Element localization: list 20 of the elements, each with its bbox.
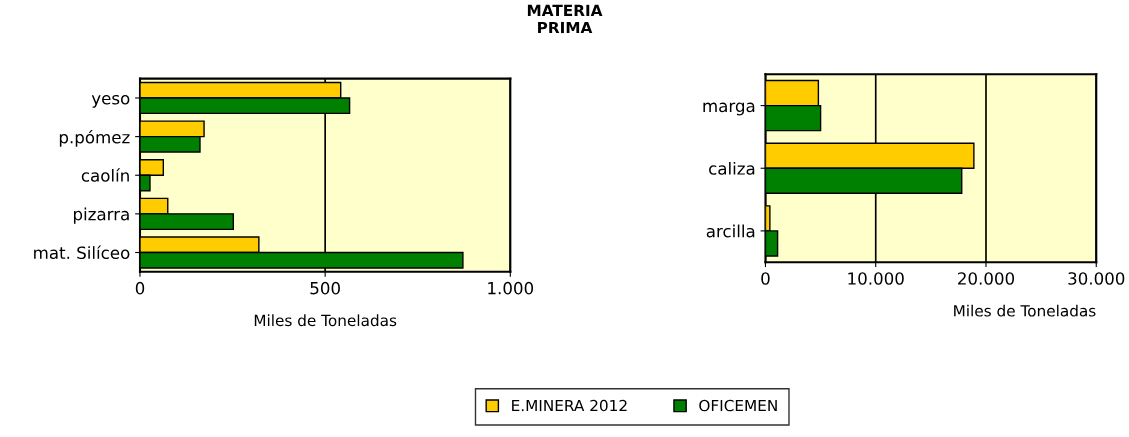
x-tick-label: 10.000	[848, 272, 904, 285]
legend-label: E.MINERA 2012	[512, 399, 627, 412]
x-tick-label: 30.000	[1068, 272, 1125, 285]
y-tick-label: yeso	[91, 94, 130, 108]
x-axis-title: Miles de Toneladas	[254, 314, 397, 327]
text: MATERIA PRIMA	[527, 4, 603, 34]
y-tick-label: p.pómez	[59, 129, 130, 147]
legend-label: OFICEMEN	[699, 399, 777, 412]
x-tick-label: 1.000	[488, 281, 534, 295]
x-tick-label: 0	[761, 272, 770, 285]
x-tick-label: 0	[135, 281, 145, 295]
y-tick-label: caolín	[81, 168, 129, 182]
y-tick-label: arcilla	[706, 224, 755, 238]
x-tick-label: 20.000	[958, 272, 1015, 285]
y-tick-label: caliza	[709, 161, 755, 175]
y-tick-label: marga	[703, 102, 755, 116]
x-tick-label: 500	[310, 281, 340, 295]
y-tick-label: pizarra	[73, 207, 129, 224]
x-axis-title: Miles de Toneladas	[954, 304, 1096, 317]
y-tick-label: mat. Silíceo	[34, 245, 130, 260]
